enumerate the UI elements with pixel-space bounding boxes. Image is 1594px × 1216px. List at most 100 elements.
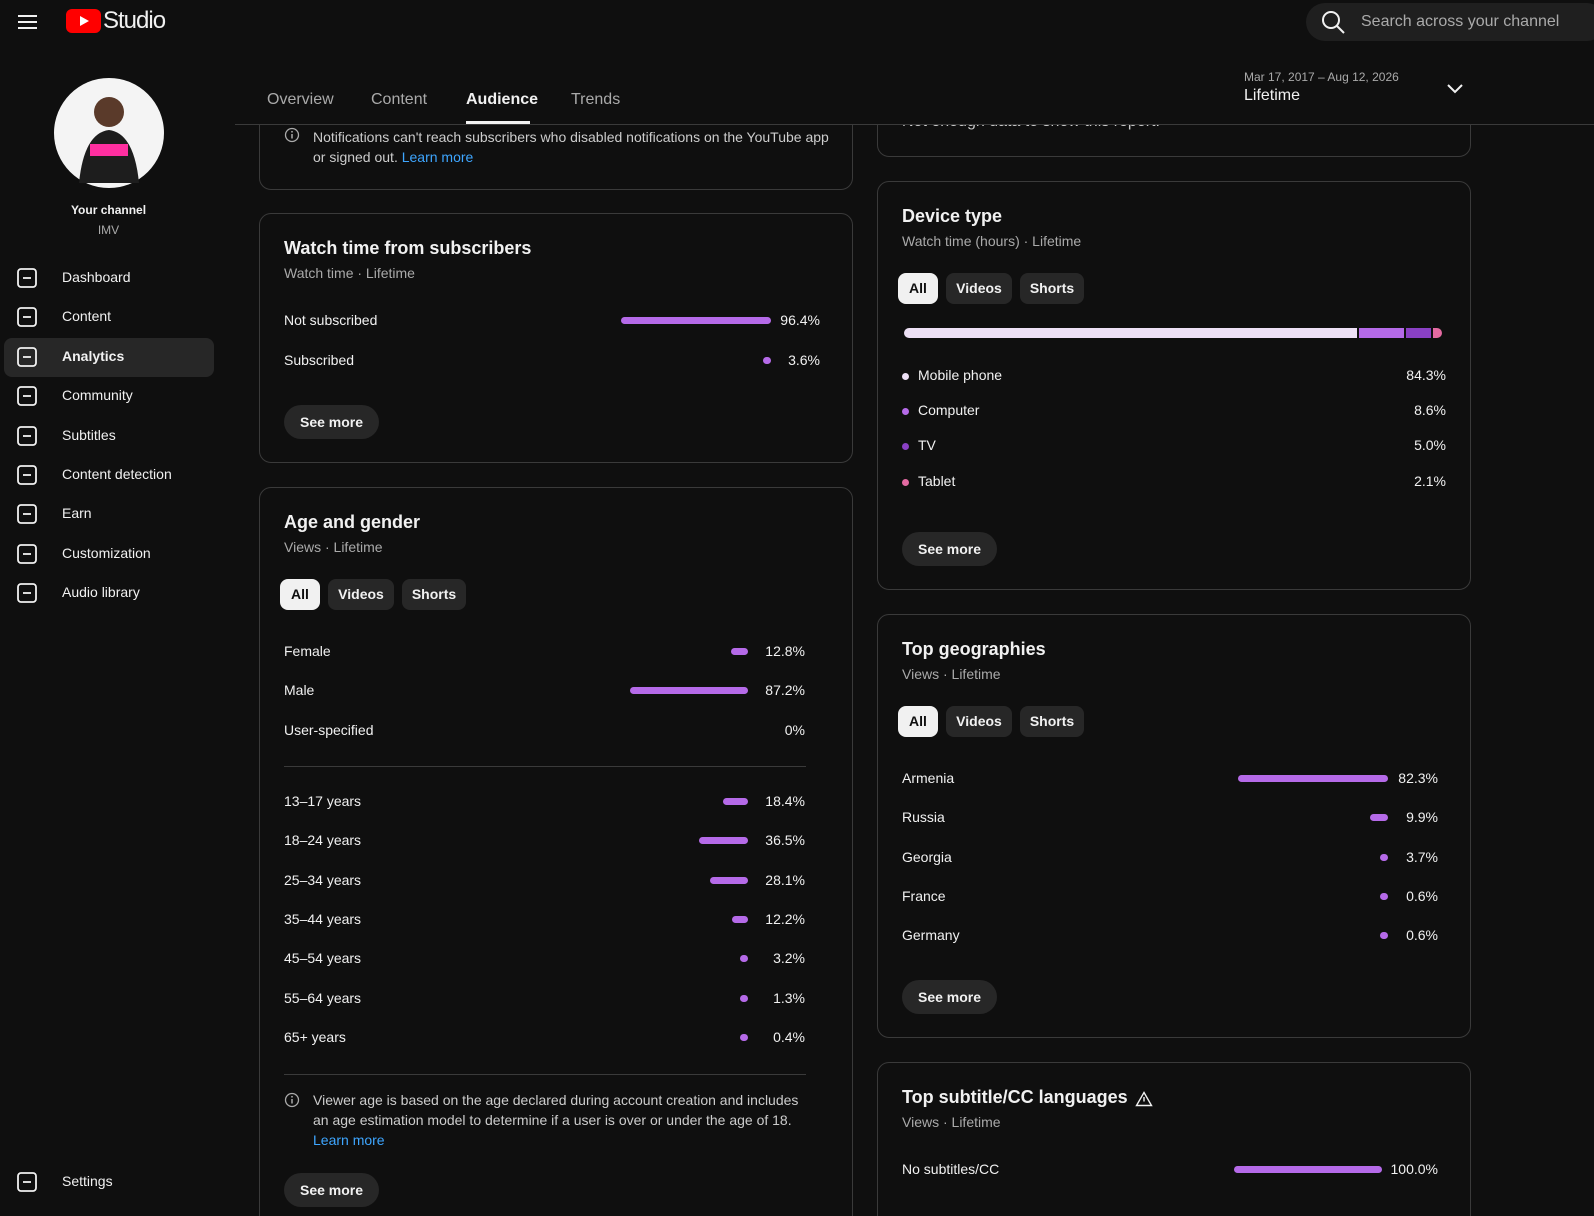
learn-more-link[interactable]: Learn more xyxy=(313,1132,385,1148)
nav-icon xyxy=(17,426,37,446)
icon-outline xyxy=(17,347,37,367)
menu-icon[interactable] xyxy=(17,13,39,31)
menu-line xyxy=(18,21,37,23)
card-subtitle: Views · Lifetime xyxy=(284,539,383,555)
avatar-jersey xyxy=(90,144,128,156)
row-value: 36.5% xyxy=(765,832,805,849)
tab-underline xyxy=(466,121,530,124)
filter-chip[interactable]: Videos xyxy=(946,273,1012,304)
card-title: Age and gender xyxy=(284,512,421,532)
device-card: Device type Watch time (hours) · Lifetime… xyxy=(877,181,1471,590)
row-label: User-specified xyxy=(284,722,374,738)
row-label: Georgia xyxy=(902,848,952,865)
tab-divider xyxy=(235,124,1594,125)
icon-outline xyxy=(17,1172,37,1192)
see-more-button[interactable]: See more xyxy=(284,1173,380,1207)
avatar-head xyxy=(94,97,124,127)
nav-item[interactable]: Settings xyxy=(62,1173,113,1189)
legend-dot xyxy=(902,479,909,486)
row-value: 100.0% xyxy=(1390,1161,1438,1177)
row-label: Female xyxy=(284,643,331,659)
nav-item[interactable]: Community xyxy=(62,387,133,403)
device-segment xyxy=(1432,328,1442,338)
info-circle xyxy=(284,127,300,143)
filter-chip[interactable]: Videos xyxy=(946,706,1012,737)
date-chevron[interactable] xyxy=(1446,82,1464,96)
tab[interactable]: Overview xyxy=(267,91,334,108)
nav-item[interactable]: Customization xyxy=(62,545,151,561)
bar xyxy=(1238,775,1388,782)
chevron-path xyxy=(1447,84,1463,94)
filter-chip[interactable]: All xyxy=(898,706,938,737)
menu-line xyxy=(18,27,37,29)
notification-text: Notifications can't reach subscribers wh… xyxy=(313,127,838,167)
bar xyxy=(740,1033,748,1041)
nav-item[interactable]: Content detection xyxy=(62,466,172,482)
legend-label: Tablet xyxy=(918,473,956,489)
warning-triangle xyxy=(1135,1091,1153,1107)
device-segment xyxy=(1405,328,1431,338)
icon-outline xyxy=(17,544,37,564)
legend-dot xyxy=(902,408,909,415)
search-handle xyxy=(1336,25,1345,34)
nav-icon xyxy=(17,347,37,367)
row-value: 3.6% xyxy=(788,352,820,368)
row-value: 0% xyxy=(784,722,805,738)
bar xyxy=(763,357,771,364)
info-dot xyxy=(291,130,293,133)
row-label: Armenia xyxy=(902,770,955,786)
row-label: Male xyxy=(284,682,315,698)
tab[interactable]: Trends xyxy=(571,91,621,108)
row-value: 82.3% xyxy=(1398,770,1438,786)
filter-chip[interactable]: Videos xyxy=(328,579,394,610)
row-value: 96.4% xyxy=(780,312,820,328)
see-more-button[interactable]: See more xyxy=(902,532,998,566)
card-title: Top geographies xyxy=(902,639,1046,659)
divider xyxy=(284,766,806,767)
bar xyxy=(621,317,771,324)
card-message: Not enough data to show this report. xyxy=(902,125,1160,131)
nav-item[interactable]: Audio library xyxy=(62,584,140,600)
filter-chip[interactable]: Shorts xyxy=(1020,273,1084,304)
info-icon xyxy=(284,1092,300,1108)
filter-chip[interactable]: Shorts xyxy=(1020,706,1084,737)
see-more-button[interactable]: See more xyxy=(902,980,998,1014)
filter-chip[interactable]: All xyxy=(280,579,320,610)
nav-icon xyxy=(17,307,37,327)
see-more-button[interactable]: See more xyxy=(284,405,380,439)
search-placeholder: Search across your channel xyxy=(1361,13,1560,30)
bar xyxy=(709,876,748,884)
nav-item[interactable]: Content xyxy=(62,308,112,324)
avatar-body xyxy=(79,130,139,183)
row-label: Germany xyxy=(902,927,960,944)
main: Notifications can't reach subscribers wh… xyxy=(235,125,1594,1216)
icon-outline xyxy=(17,583,37,603)
row-value: 3.7% xyxy=(1406,848,1438,865)
date-range[interactable]: Mar 17, 2017 – Aug 12, 2026 xyxy=(1244,70,1399,84)
learn-more-link[interactable]: Learn more xyxy=(401,149,474,165)
filter-chip[interactable]: All xyxy=(898,273,938,304)
logo-play xyxy=(80,16,89,26)
search-box[interactable] xyxy=(1306,3,1594,41)
icon-outline xyxy=(17,268,37,288)
nav-item[interactable]: Dashboard xyxy=(62,269,131,285)
avatar[interactable] xyxy=(54,78,164,188)
filter-chip[interactable]: Shorts xyxy=(402,579,466,610)
row-value: 9.9% xyxy=(1406,809,1438,826)
row-label: 13–17 years xyxy=(284,793,362,809)
bar xyxy=(723,798,748,805)
nav-item[interactable]: Analytics xyxy=(62,348,125,364)
channel-name: IMV xyxy=(97,223,120,237)
nav-item[interactable]: Earn xyxy=(62,505,92,521)
card-subtitle: Views · Lifetime xyxy=(902,666,1001,682)
logo-icon[interactable] xyxy=(66,9,101,33)
row-label: Subscribed xyxy=(284,352,355,368)
nav-item[interactable]: Subtitles xyxy=(62,427,116,443)
tab[interactable]: Audience xyxy=(466,91,539,108)
tab[interactable]: Content xyxy=(371,91,428,108)
date-label[interactable]: Lifetime xyxy=(1244,87,1301,104)
row-value: 0.6% xyxy=(1406,927,1438,944)
logo-text[interactable]: Studio xyxy=(103,7,166,34)
